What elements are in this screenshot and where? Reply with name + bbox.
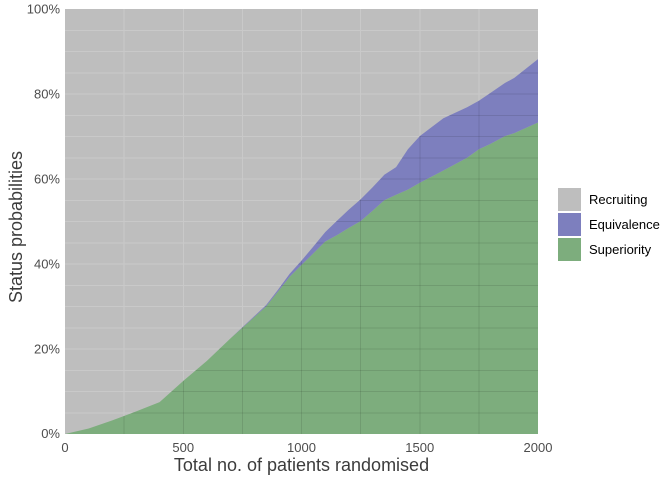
equivalence-area <box>65 59 538 434</box>
y-tick-label-100: 100% <box>27 2 61 17</box>
y-tick-label-80: 80% <box>34 87 60 102</box>
legend-label-superiority: Superiority <box>589 242 652 257</box>
legend-item-equivalence: Equivalence <box>558 213 660 236</box>
legend-item-recruiting: Recruiting <box>558 188 660 211</box>
superiority-area <box>65 122 538 434</box>
y-tick-label-0: 0% <box>41 426 60 441</box>
x-tick-label-1500: 1500 <box>405 440 434 455</box>
y-axis-title: Status probabilities <box>6 151 26 303</box>
x-tick-label-0: 0 <box>61 440 68 455</box>
legend-item-superiority: Superiority <box>558 238 660 261</box>
legend-swatch-recruiting <box>558 188 581 211</box>
stacked-areas-layer <box>65 59 538 434</box>
legend-label-equivalence: Equivalence <box>589 217 660 232</box>
x-tick-label-1000: 1000 <box>287 440 316 455</box>
legend-swatch-equivalence <box>558 213 581 236</box>
y-tick-label-40: 40% <box>34 257 60 272</box>
x-axis-title: Total no. of patients randomised <box>174 455 429 475</box>
x-tick-label-2000: 2000 <box>524 440 553 455</box>
legend-swatch-superiority <box>558 238 581 261</box>
legend: Recruiting Equivalence Superiority <box>558 188 660 263</box>
legend-label-recruiting: Recruiting <box>589 192 648 207</box>
x-tick-label-500: 500 <box>172 440 194 455</box>
y-tick-label-20: 20% <box>34 342 60 357</box>
y-tick-label-60: 60% <box>34 172 60 187</box>
